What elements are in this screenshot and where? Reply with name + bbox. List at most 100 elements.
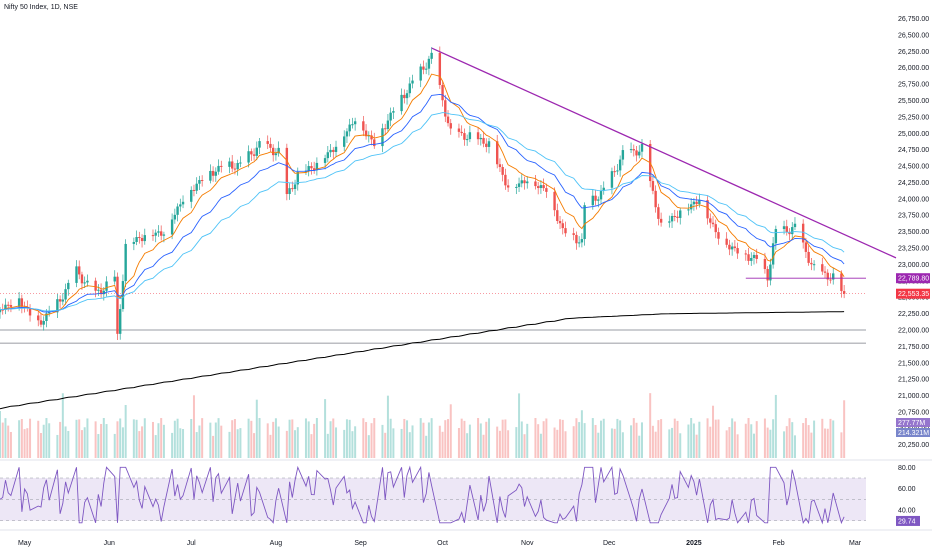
volume-bar [419, 418, 422, 458]
volume-bar [556, 429, 559, 458]
volume-bar [498, 430, 501, 458]
rsi-value-tag-bg [896, 515, 920, 526]
candle-body [679, 210, 682, 218]
volume-bar [83, 427, 86, 458]
y-tick-label: 25,500.00 [898, 98, 929, 105]
candle-body [405, 93, 409, 99]
volume-bar [348, 419, 351, 458]
candle-body [105, 281, 108, 291]
volume-bar [591, 418, 594, 458]
candle-body [291, 188, 294, 190]
volume-bar [1, 422, 4, 458]
candle-body [250, 151, 253, 155]
candle-body [132, 241, 136, 244]
volume-bar [594, 424, 597, 458]
volume-bar [791, 422, 794, 458]
candle-body [274, 153, 278, 156]
volume-bar [102, 418, 105, 458]
volume-bar [182, 429, 185, 458]
volume-bar [119, 418, 122, 458]
candle-body [266, 141, 269, 144]
volume-bar [438, 425, 441, 458]
candle-body [83, 282, 86, 284]
volume-bar [706, 418, 709, 458]
candle-body [575, 234, 578, 244]
sma-long-line [0, 311, 845, 410]
volume-bar [714, 419, 717, 458]
candle-body [801, 223, 805, 243]
candle-body [392, 111, 395, 113]
candle-body [810, 262, 813, 265]
volume-bar [783, 431, 786, 458]
candle-body [807, 251, 810, 263]
candle-body [616, 170, 619, 172]
volume-bar [466, 433, 469, 458]
volume-bar [291, 419, 294, 458]
ema-mid-line [0, 93, 845, 313]
volume-bar [422, 422, 425, 458]
candle-body [536, 186, 540, 189]
volume-bar [447, 419, 450, 458]
volume-bar [840, 432, 843, 458]
volume-bar [750, 424, 753, 458]
volume-bar [135, 419, 138, 458]
volume-bar [468, 424, 471, 458]
candle-body [99, 289, 103, 295]
candle-body [135, 237, 138, 242]
volume-bar [86, 418, 89, 458]
candle-body [468, 132, 472, 140]
rsi-tick-label: 40.00 [898, 508, 916, 515]
candle-body [517, 183, 521, 187]
candle-body [124, 243, 127, 282]
volume-bar [736, 434, 739, 458]
volume-bar [583, 423, 586, 458]
volume-bar [717, 419, 720, 458]
candle-body [173, 214, 177, 220]
candle-body [714, 224, 717, 233]
candle-body [373, 139, 376, 147]
volume-bar [804, 418, 807, 458]
volume-bar [441, 431, 444, 458]
candle-body [534, 181, 537, 187]
volume-bar [613, 428, 616, 458]
volume-bar [266, 423, 269, 458]
volume-bar [671, 427, 674, 458]
volume-bar [373, 418, 376, 458]
volume-bar [485, 421, 488, 458]
volume-bar [477, 418, 480, 458]
candle-body [577, 242, 581, 244]
volume-bar [29, 418, 32, 458]
volume-bar [67, 430, 70, 458]
x-tick-label: Sep [354, 540, 367, 547]
candle-body [143, 235, 146, 242]
candle-body [42, 320, 45, 325]
volume-bar [176, 418, 179, 458]
volume-bar [384, 432, 387, 458]
candle-body [659, 218, 663, 223]
volume-bar [233, 419, 236, 458]
candle-body [56, 299, 59, 313]
volume-bar [501, 419, 504, 458]
candle-body [389, 112, 392, 121]
volume-bar [351, 431, 354, 458]
volume-bar [94, 421, 97, 458]
candle-body [673, 215, 676, 217]
candle-body [154, 232, 157, 236]
volume-bar [304, 418, 307, 458]
volume-bar [354, 426, 357, 458]
candle-body [381, 128, 384, 147]
candle-body [228, 161, 231, 167]
volume-bar [370, 423, 373, 458]
candle-body [332, 149, 335, 152]
volume-bar [534, 418, 537, 458]
candle-body [400, 94, 403, 112]
candle-body [159, 231, 163, 236]
volume-bar [195, 432, 198, 458]
candle-body [698, 200, 701, 205]
volume-bar [539, 433, 542, 458]
volume-bar [444, 420, 447, 458]
y-tick-label: 20,250.00 [898, 442, 929, 449]
volume-bar [190, 418, 193, 458]
volume-bar [143, 418, 146, 458]
